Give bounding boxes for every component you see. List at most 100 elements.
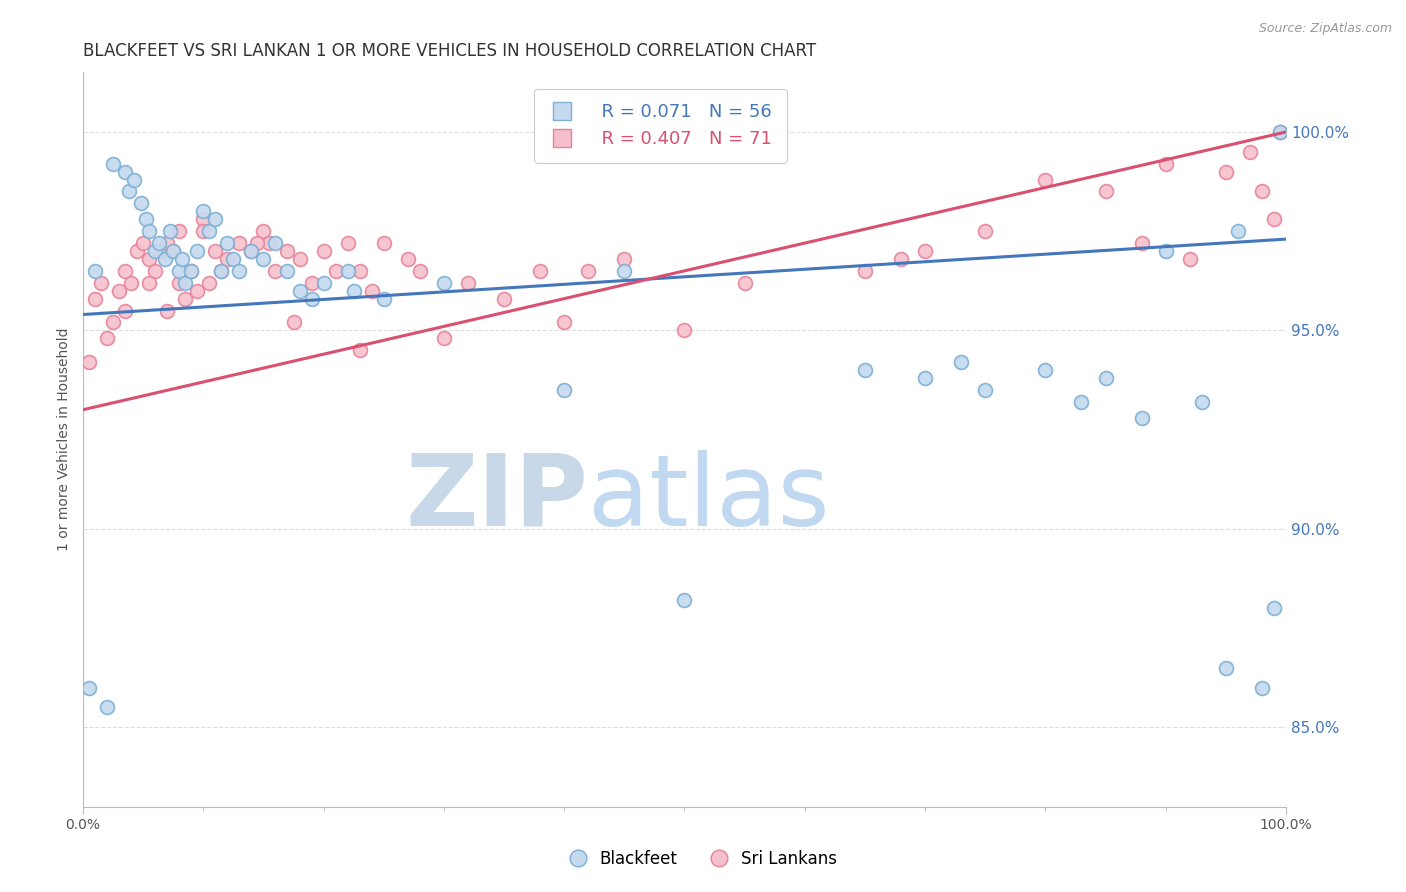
Point [162,244,184,258]
Point [1191,394,1213,409]
Point [1215,661,1237,675]
Point [288,284,311,298]
Point [613,264,636,278]
Point [349,343,371,358]
Point [336,264,359,278]
Point [1268,125,1291,139]
Point [138,252,160,266]
Point [84,264,107,278]
Text: Source: ZipAtlas.com: Source: ZipAtlas.com [1258,22,1392,36]
Point [1154,244,1177,258]
Point [167,224,190,238]
Point [529,264,551,278]
Text: atlas: atlas [588,450,830,547]
Point [209,264,232,278]
Point [264,264,287,278]
Point [193,212,215,227]
Point [198,276,221,290]
Point [228,264,250,278]
Point [853,363,876,377]
Point [1251,681,1274,695]
Point [914,244,936,258]
Point [1263,601,1285,615]
Point [553,383,575,397]
Point [288,252,311,266]
Point [222,252,245,266]
Point [129,196,152,211]
Point [1215,164,1237,178]
Y-axis label: 1 or more Vehicles in Household: 1 or more Vehicles in Household [58,327,72,551]
Point [312,244,335,258]
Point [148,236,170,251]
Point [204,244,226,258]
Point [396,252,419,266]
Point [143,244,166,258]
Point [138,276,160,290]
Point [360,284,382,298]
Point [1035,172,1057,186]
Point [127,244,149,258]
Point [90,276,112,290]
Point [77,681,100,695]
Point [283,315,305,329]
Point [1130,410,1153,425]
Point [167,276,190,290]
Text: BLACKFEET VS SRI LANKAN 1 OR MORE VEHICLES IN HOUSEHOLD CORRELATION CHART: BLACKFEET VS SRI LANKAN 1 OR MORE VEHICL… [83,42,815,60]
Point [240,244,263,258]
Point [457,276,479,290]
Point [114,164,136,178]
Point [96,331,118,345]
Point [198,224,221,238]
Point [217,252,239,266]
Point [153,252,176,266]
Point [217,236,239,251]
Point [170,252,193,266]
Point [673,593,696,607]
Point [180,264,202,278]
Point [209,264,232,278]
Point [180,264,202,278]
Point [1130,236,1153,251]
Point [301,276,323,290]
Point [409,264,432,278]
Point [1070,394,1092,409]
Point [301,292,323,306]
Text: ZIP: ZIP [405,450,588,547]
Point [122,172,145,186]
Point [204,212,226,227]
Point [1268,125,1291,139]
Point [1178,252,1201,266]
Point [349,264,371,278]
Point [553,315,575,329]
Point [336,236,359,251]
Point [1154,157,1177,171]
Point [132,236,155,251]
Point [135,212,157,227]
Point [950,355,973,369]
Point [343,284,366,298]
Point [373,292,395,306]
Point [252,224,274,238]
Point [114,264,136,278]
Point [84,292,107,306]
Point [1035,363,1057,377]
Point [252,252,274,266]
Point [174,292,197,306]
Point [108,284,131,298]
Point [264,236,287,251]
Point [77,355,100,369]
Point [174,276,197,290]
Point [101,157,124,171]
Point [186,284,208,298]
Point [193,224,215,238]
Point [974,383,997,397]
Point [101,315,124,329]
Point [673,323,696,337]
Point [228,236,250,251]
Point [373,236,395,251]
Legend:   R = 0.071   N = 56,   R = 0.407   N = 71: R = 0.071 N = 56, R = 0.407 N = 71 [534,89,786,162]
Point [246,236,269,251]
Point [853,264,876,278]
Point [138,224,160,238]
Point [114,303,136,318]
